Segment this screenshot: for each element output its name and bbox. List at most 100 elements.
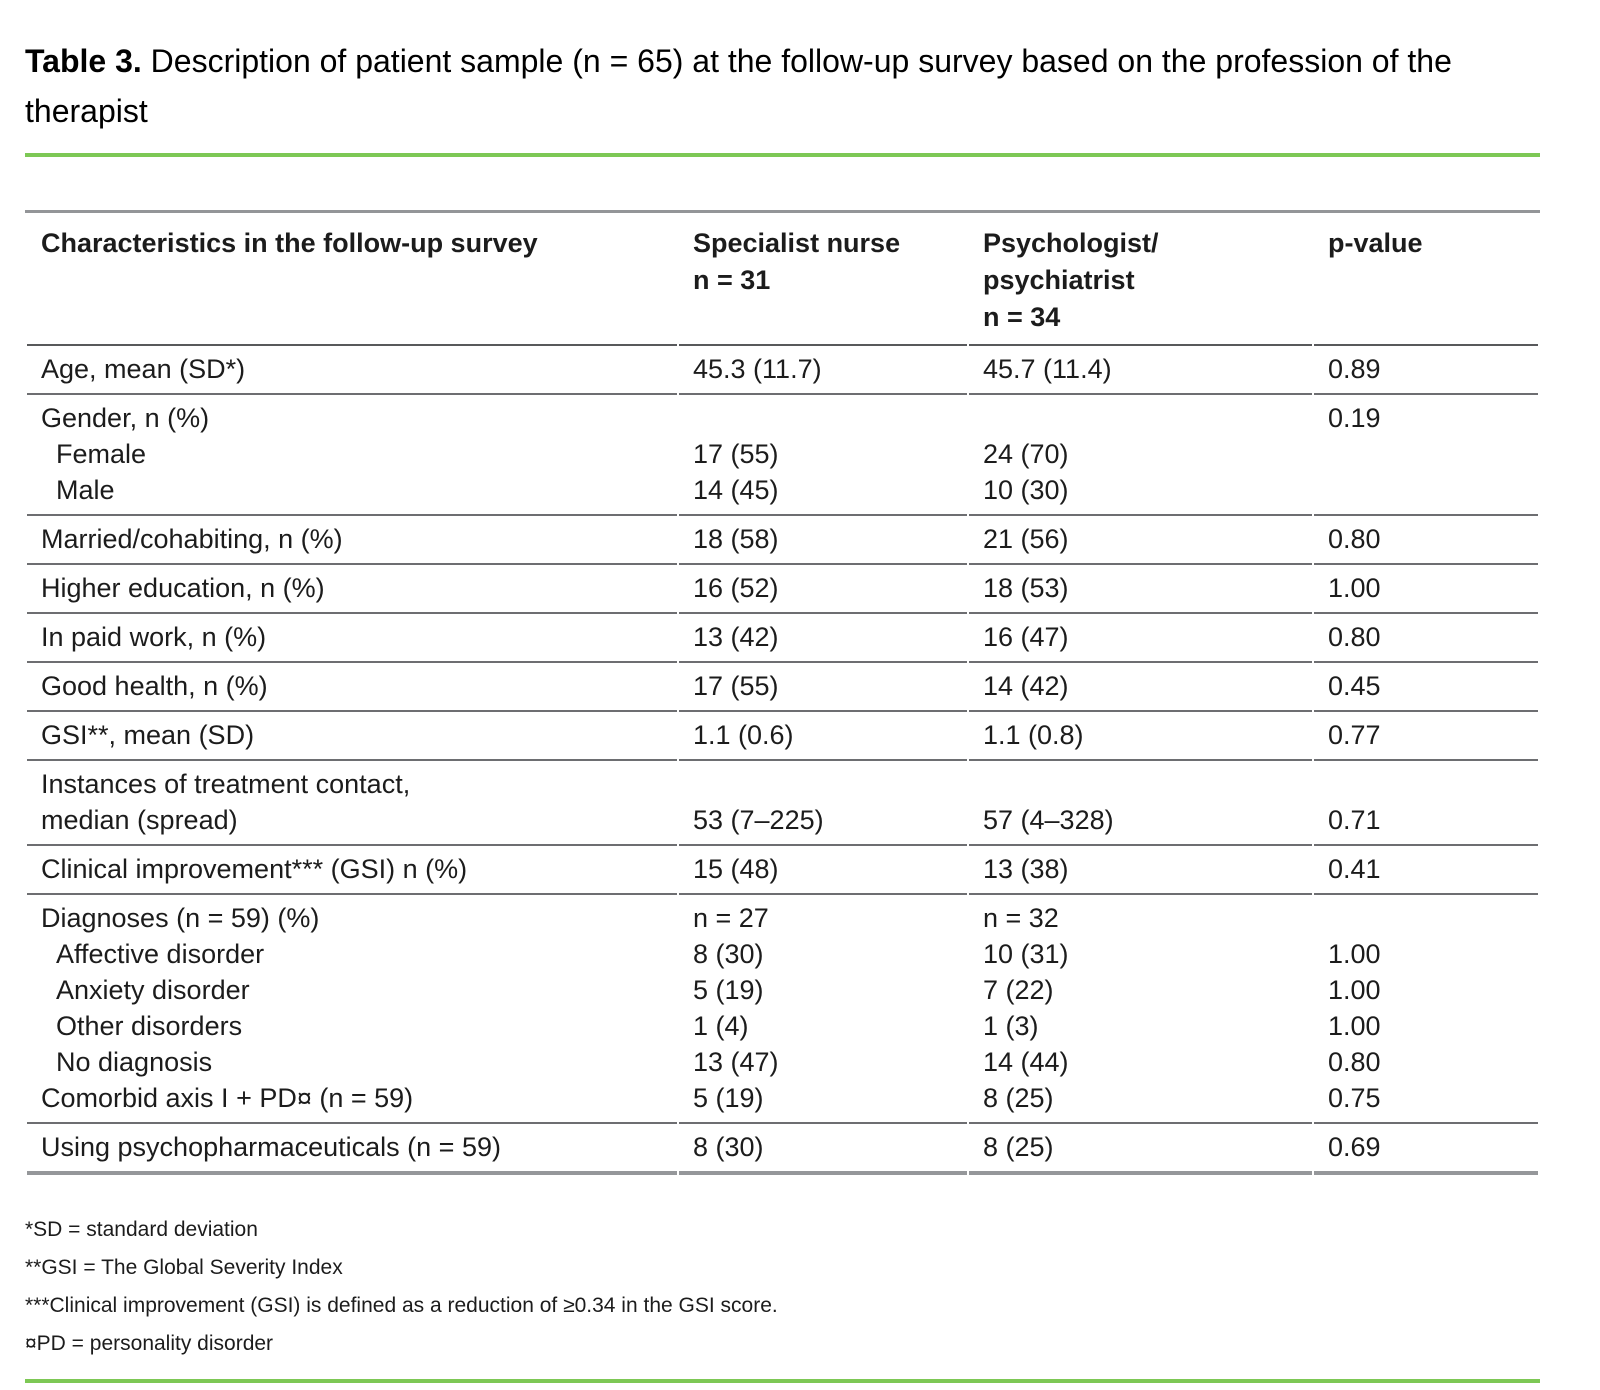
table-row-married: Married/cohabiting, n (%) 18 (58) 21 (56… <box>27 516 1538 565</box>
row-label: Female <box>56 439 147 469</box>
header-psychologist-psychiatrist: Psychologist/ psychiatrist n = 34 <box>969 213 1312 346</box>
header-p-value: p-value <box>1314 213 1538 346</box>
row-label: Age, mean (SD*) <box>27 346 677 395</box>
p-value: 0.19 <box>1328 403 1381 433</box>
table-row-comorbid-axis: Comorbid axis I + PD¤ (n = 59) 5 (19) 8 … <box>27 1080 1538 1124</box>
value-psych: 13 (38) <box>969 846 1312 895</box>
table-row-diagnoses: Diagnoses (n = 59) (%) n = 27 n = 32 <box>27 895 1538 936</box>
p-value: 0.80 <box>1328 1047 1381 1077</box>
green-divider-top <box>25 153 1540 157</box>
row-label: Good health, n (%) <box>27 663 677 712</box>
table-row-male: Male 14 (45) 10 (30) <box>27 472 1538 516</box>
table-row-other-disorders: Other disorders 1 (4) 1 (3) 1.00 <box>27 1008 1538 1044</box>
table-row-anxiety-disorder: Anxiety disorder 5 (19) 7 (22) 1.00 <box>27 972 1538 1008</box>
p-value: 0.71 <box>1314 761 1538 846</box>
row-label: Comorbid axis I + PD¤ (n = 59) <box>27 1080 677 1124</box>
row-label: Higher education, n (%) <box>27 565 677 614</box>
table-row-higher-education: Higher education, n (%) 16 (52) 18 (53) … <box>27 565 1538 614</box>
row-label: Using psychopharmaceuticals (n = 59) <box>27 1124 677 1175</box>
value-psych: 10 (30) <box>969 472 1312 516</box>
value-nurse: 53 (7–225) <box>679 761 967 846</box>
value-psych: 57 (4–328) <box>969 761 1312 846</box>
table-number-label: Table 3. <box>25 43 142 79</box>
value-nurse: 18 (58) <box>679 516 967 565</box>
value-psych: 24 (70) <box>983 439 1069 469</box>
value-nurse: 1 (4) <box>693 1011 749 1041</box>
p-value: 0.77 <box>1314 712 1538 761</box>
row-label: Male <box>27 472 677 516</box>
value-psych: 21 (56) <box>969 516 1312 565</box>
value-nurse: 13 (47) <box>693 1047 779 1077</box>
value-psych: 18 (53) <box>969 565 1312 614</box>
p-value: 1.00 <box>1328 1011 1381 1041</box>
row-label: Married/cohabiting, n (%) <box>27 516 677 565</box>
value-nurse <box>679 395 967 436</box>
footnote-clinical-improvement: ***Clinical improvement (GSI) is defined… <box>25 1294 778 1317</box>
value-psych: 14 (42) <box>969 663 1312 712</box>
value-nurse: n = 27 <box>693 903 769 933</box>
value-nurse: 8 (30) <box>679 1124 967 1175</box>
value-psych <box>969 395 1312 436</box>
footnote-sd: *SD = standard deviation <box>25 1218 258 1241</box>
row-label: Affective disorder <box>56 939 265 969</box>
value-psych: 10 (31) <box>983 939 1069 969</box>
table-row-clinical-improvement: Clinical improvement*** (GSI) n (%) 15 (… <box>27 846 1538 895</box>
value-psych: n = 32 <box>983 903 1059 933</box>
footnote-pd: ¤PD = personality disorder <box>25 1332 274 1355</box>
table-row-affective-disorder: Affective disorder 8 (30) 10 (31) 1.00 <box>27 936 1538 972</box>
p-value <box>1314 436 1538 472</box>
row-label: Clinical improvement*** (GSI) n (%) <box>27 846 677 895</box>
row-label: Diagnoses (n = 59) (%) <box>41 903 320 933</box>
row-label: Gender, n (%) <box>41 403 210 433</box>
p-value: 0.89 <box>1314 346 1538 395</box>
header-specialist-nurse: Specialist nurse n = 31 <box>679 213 967 346</box>
table-row-in-paid-work: In paid work, n (%) 13 (42) 16 (47) 0.80 <box>27 614 1538 663</box>
value-psych: 8 (25) <box>969 1124 1312 1175</box>
p-value: 1.00 <box>1328 939 1381 969</box>
value-nurse: 45.3 (11.7) <box>679 346 967 395</box>
footnotes: *SD = standard deviation **GSI = The Glo… <box>25 1211 1540 1363</box>
value-nurse: 17 (55) <box>693 439 779 469</box>
table-row-age: Age, mean (SD*) 45.3 (11.7) 45.7 (11.4) … <box>27 346 1538 395</box>
row-label: Instances of treatment contact, median (… <box>27 761 677 846</box>
row-label: GSI**, mean (SD) <box>27 712 677 761</box>
p-value: 1.00 <box>1328 975 1381 1005</box>
row-label: Other disorders <box>56 1011 243 1041</box>
table-row-psychopharmaceuticals: Using psychopharmaceuticals (n = 59) 8 (… <box>27 1124 1538 1175</box>
table-header-row: Characteristics in the follow-up survey … <box>27 213 1538 346</box>
value-nurse: 1.1 (0.6) <box>679 712 967 761</box>
p-value: 0.80 <box>1314 516 1538 565</box>
p-value <box>1314 895 1538 936</box>
row-label: Anxiety disorder <box>56 975 250 1005</box>
value-psych: 7 (22) <box>983 975 1054 1005</box>
p-value: 0.41 <box>1314 846 1538 895</box>
p-value <box>1314 472 1538 516</box>
table-row-gsi: GSI**, mean (SD) 1.1 (0.6) 1.1 (0.8) 0.7… <box>27 712 1538 761</box>
table-row-good-health: Good health, n (%) 17 (55) 14 (42) 0.45 <box>27 663 1538 712</box>
value-psych: 14 (44) <box>983 1047 1069 1077</box>
p-value: 0.80 <box>1314 614 1538 663</box>
page-title: Table 3. Description of patient sample (… <box>25 36 1495 136</box>
table-title-text: Description of patient sample (n = 65) a… <box>25 43 1452 129</box>
value-nurse: 5 (19) <box>679 1080 967 1124</box>
value-psych: 8 (25) <box>969 1080 1312 1124</box>
value-nurse: 5 (19) <box>693 975 764 1005</box>
table-row-no-diagnosis: No diagnosis 13 (47) 14 (44) 0.80 <box>27 1044 1538 1080</box>
p-value: 0.75 <box>1314 1080 1538 1124</box>
value-psych: 1.1 (0.8) <box>969 712 1312 761</box>
p-value: 1.00 <box>1314 565 1538 614</box>
row-label: No diagnosis <box>56 1047 213 1077</box>
green-divider-bottom <box>25 1379 1540 1383</box>
value-psych: 16 (47) <box>969 614 1312 663</box>
table-row-female: Female 17 (55) 24 (70) <box>27 436 1538 472</box>
p-value: 0.69 <box>1314 1124 1538 1175</box>
value-psych: 45.7 (11.4) <box>969 346 1312 395</box>
value-nurse: 15 (48) <box>679 846 967 895</box>
value-nurse: 13 (42) <box>679 614 967 663</box>
table-row-treatment-contact: Instances of treatment contact, median (… <box>27 761 1538 846</box>
patient-sample-table: Characteristics in the follow-up survey … <box>25 210 1540 1175</box>
value-nurse: 17 (55) <box>679 663 967 712</box>
footnote-gsi: **GSI = The Global Severity Index <box>25 1256 343 1279</box>
header-characteristics: Characteristics in the follow-up survey <box>27 213 677 346</box>
